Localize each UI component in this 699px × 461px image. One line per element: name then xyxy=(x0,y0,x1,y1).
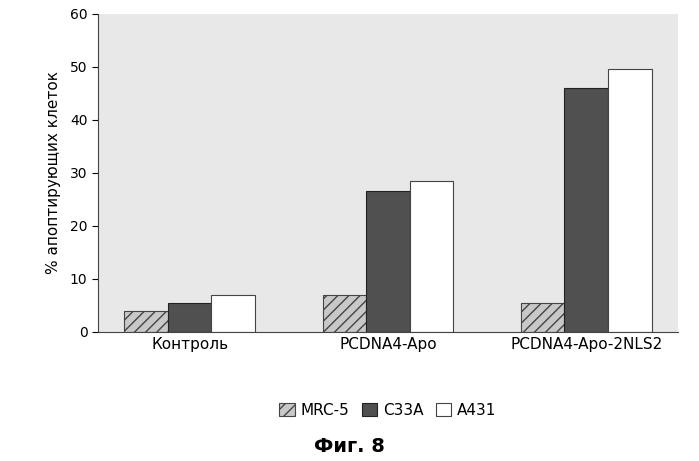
Bar xyxy=(410,181,454,332)
Bar xyxy=(564,88,608,332)
Y-axis label: % апоптирующих клеток: % апоптирующих клеток xyxy=(47,71,62,274)
Bar xyxy=(322,295,366,332)
Bar xyxy=(212,295,255,332)
Text: Фиг. 8: Фиг. 8 xyxy=(314,437,385,456)
Bar xyxy=(366,191,410,332)
Bar xyxy=(521,303,564,332)
Bar xyxy=(608,70,651,332)
Legend: MRC-5, C33A, A431: MRC-5, C33A, A431 xyxy=(273,397,503,424)
Bar xyxy=(124,311,168,332)
Bar xyxy=(168,303,212,332)
